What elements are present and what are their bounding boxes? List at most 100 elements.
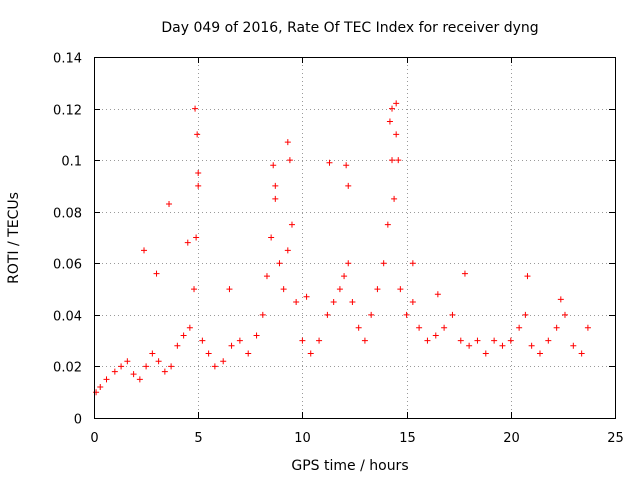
data-point xyxy=(441,324,448,331)
data-point xyxy=(180,332,187,339)
data-point xyxy=(272,195,279,202)
data-point xyxy=(136,376,143,383)
data-point xyxy=(499,342,506,349)
data-point xyxy=(199,337,206,344)
data-point xyxy=(186,324,193,331)
data-point xyxy=(174,342,181,349)
data-point xyxy=(528,342,535,349)
data-point xyxy=(161,368,168,375)
data-point xyxy=(276,260,283,267)
data-point xyxy=(345,260,352,267)
y-tick-label: 0.08 xyxy=(53,207,82,222)
data-point xyxy=(193,234,200,241)
data-point xyxy=(111,368,118,375)
x-tick-label: 20 xyxy=(503,431,520,446)
data-point xyxy=(195,170,202,177)
data-point xyxy=(361,337,368,344)
data-point xyxy=(403,311,410,318)
data-point xyxy=(211,363,218,370)
data-point xyxy=(97,384,104,391)
data-point xyxy=(307,350,314,357)
data-point xyxy=(226,286,233,293)
data-point xyxy=(553,324,560,331)
axis-ticks: 0 5 10 15 20 25 0 0.02 0.04 0.06 0.08 0.1 0.12 0.14 xyxy=(53,52,624,447)
data-point xyxy=(584,324,591,331)
data-point xyxy=(345,182,352,189)
y-tick-label: 0.12 xyxy=(53,104,82,119)
data-point xyxy=(293,298,300,305)
data-point xyxy=(461,270,468,277)
data-point xyxy=(268,234,275,241)
y-tick-label: 0.06 xyxy=(53,258,82,273)
data-point xyxy=(330,298,337,305)
data-point xyxy=(166,200,173,207)
data-point xyxy=(516,324,523,331)
data-point xyxy=(393,100,400,107)
data-point xyxy=(263,273,270,280)
data-point xyxy=(570,342,577,349)
data-point xyxy=(536,350,543,357)
data-point xyxy=(184,239,191,246)
data-point xyxy=(236,337,243,344)
data-point xyxy=(557,296,564,303)
data-point xyxy=(93,389,100,396)
x-tick-label: 5 xyxy=(194,431,202,446)
y-tick-label: 0.1 xyxy=(61,155,82,170)
data-point xyxy=(103,376,110,383)
data-point xyxy=(341,273,348,280)
data-point xyxy=(409,260,416,267)
data-point xyxy=(168,363,175,370)
data-point xyxy=(393,131,400,138)
data-point xyxy=(284,139,291,146)
data-point xyxy=(284,247,291,254)
data-point xyxy=(449,311,456,318)
data-point xyxy=(561,311,568,318)
data-point xyxy=(507,337,514,344)
data-point xyxy=(482,350,489,357)
data-point xyxy=(195,182,202,189)
data-point xyxy=(491,337,498,344)
x-axis-title: GPS time / hours xyxy=(291,458,408,474)
data-point xyxy=(192,105,199,112)
data-point xyxy=(245,350,252,357)
data-point xyxy=(324,311,331,318)
data-point xyxy=(141,247,148,254)
data-point xyxy=(205,350,212,357)
y-tick-label: 0.04 xyxy=(53,310,82,325)
data-point xyxy=(349,298,356,305)
data-point xyxy=(343,162,350,169)
data-point xyxy=(124,358,131,365)
data-point xyxy=(253,332,260,339)
data-point xyxy=(191,286,198,293)
data-point xyxy=(474,337,481,344)
data-point xyxy=(299,337,306,344)
x-tick-label: 0 xyxy=(90,431,98,446)
data-point xyxy=(368,311,375,318)
chart-title: Day 049 of 2016, Rate Of TEC Index for r… xyxy=(161,20,538,36)
data-point xyxy=(303,293,310,300)
data-point xyxy=(457,337,464,344)
data-point xyxy=(355,324,362,331)
data-point xyxy=(143,363,150,370)
data-point xyxy=(522,311,529,318)
data-point xyxy=(384,221,391,228)
data-point xyxy=(228,342,235,349)
data-point xyxy=(130,371,137,378)
data-point xyxy=(409,298,416,305)
y-axis-title: ROTI / TECUs xyxy=(6,192,22,284)
data-point xyxy=(153,270,160,277)
x-tick-label: 25 xyxy=(607,431,624,446)
data-point xyxy=(272,182,279,189)
data-point xyxy=(391,195,398,202)
data-point xyxy=(149,350,156,357)
y-tick-label: 0.14 xyxy=(53,52,82,67)
x-tick-label: 15 xyxy=(399,431,416,446)
data-point xyxy=(316,337,323,344)
x-tick-label: 10 xyxy=(294,431,311,446)
data-point xyxy=(288,221,295,228)
data-point xyxy=(155,358,162,365)
data-point xyxy=(326,159,333,166)
plot-frame xyxy=(94,57,616,419)
data-point xyxy=(220,358,227,365)
